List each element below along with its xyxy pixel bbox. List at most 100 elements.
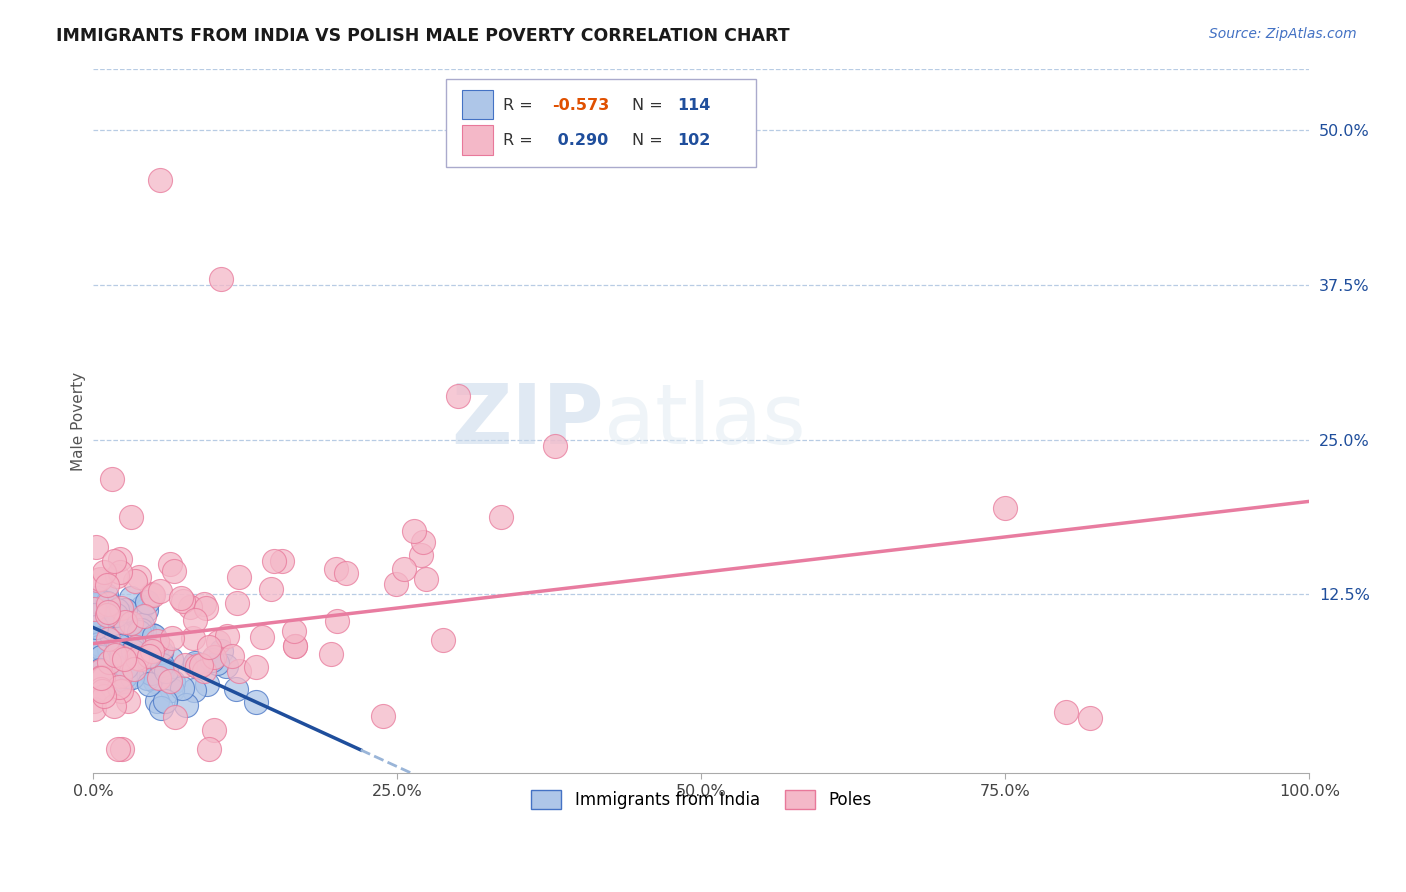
- Point: [83, 602, 105, 616]
- Point: [111, 624, 134, 638]
- Point: [163, 710, 186, 724]
- Point: [392, 562, 415, 576]
- Point: [89, 665, 111, 679]
- Point: [97, 632, 120, 646]
- Point: [96, 577, 118, 591]
- Point: [114, 674, 136, 689]
- Point: [105, 632, 128, 646]
- Point: [207, 635, 229, 649]
- Point: [129, 624, 152, 638]
- Point: [91, 671, 114, 685]
- Point: [86, 624, 108, 639]
- Point: [98, 655, 121, 669]
- Point: [198, 741, 221, 756]
- Point: [108, 565, 131, 579]
- Point: [97, 609, 120, 624]
- Point: [97, 597, 120, 611]
- Point: [105, 633, 128, 648]
- Point: [159, 674, 181, 689]
- Point: [226, 596, 249, 610]
- Point: [162, 631, 184, 645]
- Point: [93, 689, 115, 703]
- Point: [284, 639, 307, 653]
- Point: [110, 615, 132, 630]
- Point: [149, 645, 172, 659]
- Legend: Immigrants from India, Poles: Immigrants from India, Poles: [524, 783, 877, 816]
- Point: [83, 607, 105, 622]
- Point: [201, 653, 224, 667]
- Point: [120, 615, 142, 630]
- Point: [225, 682, 247, 697]
- Point: [83, 599, 105, 613]
- Point: [132, 609, 155, 624]
- Point: [544, 439, 567, 453]
- Point: [101, 472, 124, 486]
- Point: [141, 628, 163, 642]
- Point: [108, 620, 131, 634]
- Point: [135, 603, 157, 617]
- Text: Source: ZipAtlas.com: Source: ZipAtlas.com: [1209, 27, 1357, 41]
- Point: [245, 695, 267, 709]
- Point: [93, 649, 115, 664]
- Point: [132, 624, 155, 639]
- Point: [90, 681, 112, 696]
- Point: [93, 565, 115, 579]
- Point: [105, 607, 128, 622]
- Point: [128, 652, 150, 666]
- Point: [183, 682, 205, 697]
- Point: [86, 573, 108, 587]
- Point: [129, 629, 152, 643]
- Point: [90, 671, 112, 685]
- Point: [90, 625, 112, 640]
- Y-axis label: Male Poverty: Male Poverty: [72, 371, 86, 471]
- Point: [170, 591, 193, 605]
- Point: [385, 577, 408, 591]
- Point: [101, 637, 124, 651]
- Point: [110, 552, 132, 566]
- Point: [90, 649, 112, 664]
- Point: [193, 597, 215, 611]
- Point: [325, 561, 347, 575]
- Point: [107, 648, 129, 663]
- Point: [84, 593, 107, 607]
- Point: [90, 670, 112, 684]
- Point: [121, 651, 143, 665]
- Point: [110, 651, 132, 665]
- Point: [89, 615, 111, 629]
- Point: [97, 613, 120, 627]
- Point: [184, 656, 207, 670]
- Point: [415, 572, 437, 586]
- Point: [150, 658, 173, 673]
- Point: [138, 648, 160, 663]
- Point: [136, 671, 159, 685]
- Point: [120, 509, 142, 524]
- Point: [245, 660, 267, 674]
- Point: [114, 633, 136, 648]
- Point: [447, 389, 470, 403]
- Point: [96, 654, 118, 668]
- Point: [93, 630, 115, 644]
- Point: [108, 669, 131, 683]
- Point: [209, 272, 232, 286]
- Point: [111, 619, 134, 633]
- Point: [115, 653, 138, 667]
- Point: [122, 662, 145, 676]
- Point: [112, 652, 135, 666]
- Point: [195, 677, 218, 691]
- Point: [108, 674, 131, 689]
- Point: [198, 640, 221, 655]
- Point: [89, 572, 111, 586]
- Point: [103, 698, 125, 713]
- Point: [89, 637, 111, 651]
- Point: [411, 548, 433, 562]
- Point: [139, 648, 162, 663]
- Point: [97, 605, 120, 619]
- Point: [91, 684, 114, 698]
- Point: [170, 681, 193, 696]
- Point: [193, 665, 215, 679]
- Point: [155, 664, 177, 678]
- Point: [146, 661, 169, 675]
- Point: [98, 666, 121, 681]
- Point: [159, 558, 181, 572]
- Text: IMMIGRANTS FROM INDIA VS POLISH MALE POVERTY CORRELATION CHART: IMMIGRANTS FROM INDIA VS POLISH MALE POV…: [56, 27, 790, 45]
